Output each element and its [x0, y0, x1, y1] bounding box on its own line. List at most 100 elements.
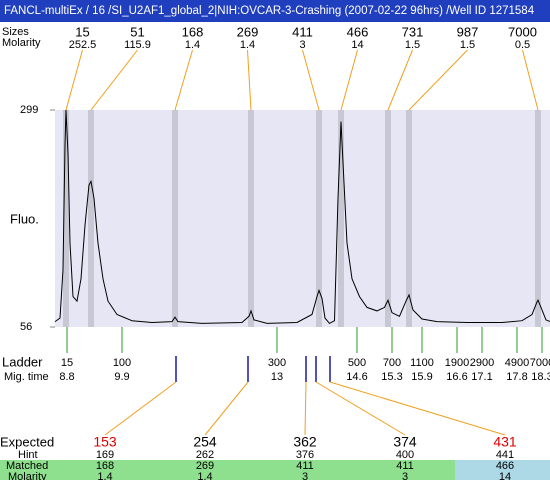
peak-size: 987	[457, 24, 479, 39]
peak-connector	[247, 49, 252, 111]
hint-value: 400	[396, 449, 414, 461]
plot-area	[55, 110, 550, 327]
expected-value: 153	[93, 434, 117, 450]
peak-band	[172, 110, 178, 327]
matched-value: 168	[96, 460, 114, 472]
hint-value: 441	[496, 449, 514, 461]
expected-value: 362	[293, 434, 317, 450]
peak-molarity: 252.5	[69, 39, 97, 51]
hint-value: 262	[196, 449, 214, 461]
expected-connector	[329, 381, 506, 436]
peak-connector	[340, 49, 358, 111]
row-label: Sizes	[2, 26, 29, 38]
ladder-size: 300	[268, 357, 286, 369]
y-tick-label: 56	[20, 321, 32, 333]
peak-size: 411	[292, 24, 313, 39]
molarity-value: 14	[499, 471, 511, 480]
peak-molarity: 0.5	[515, 39, 530, 51]
peak-band	[316, 110, 322, 327]
molarity-value: 3	[402, 471, 408, 480]
ladder-size: 1900	[445, 357, 469, 369]
expected-connector	[315, 381, 406, 436]
peak-size: 269	[237, 24, 259, 39]
ladder-time: 17.1	[471, 371, 492, 383]
row-label: Mig. time	[4, 371, 49, 383]
y-tick-label: 299	[20, 104, 38, 116]
peak-band	[63, 110, 69, 327]
peak-size: 51	[130, 24, 144, 39]
peak-band	[406, 110, 412, 327]
molarity-value: 1.4	[97, 471, 112, 480]
expected-connector	[104, 381, 177, 436]
peak-band	[88, 110, 94, 327]
peak-size: 15	[75, 24, 89, 39]
ladder-time: 8.8	[59, 371, 74, 383]
peak-band	[385, 110, 391, 327]
ladder-time: 13	[271, 371, 283, 383]
matched-cell	[55, 460, 155, 480]
ladder-size: 1100	[410, 357, 434, 369]
expected-connector	[304, 381, 307, 436]
peak-band	[338, 110, 344, 327]
hint-value: 376	[296, 449, 314, 461]
matched-cell	[255, 460, 355, 480]
ladder-size: 4900	[505, 357, 529, 369]
chart-title: FANCL-multiEx / 16 /SI_U2AF1_global_2|NI…	[4, 5, 535, 17]
matched-value: 411	[396, 460, 414, 472]
peak-molarity: 1.4	[185, 39, 200, 51]
ladder-size: 500	[348, 357, 366, 369]
peak-connector	[302, 49, 320, 111]
peak-connector	[174, 49, 193, 111]
matched-value: 466	[496, 460, 514, 472]
ladder-size: 2900	[470, 357, 494, 369]
peak-band	[535, 110, 541, 327]
trace	[54, 109, 550, 325]
peak-size: 731	[402, 24, 424, 39]
ladder-time: 14.6	[346, 371, 367, 383]
expected-value: 374	[393, 434, 417, 450]
ladder-size: 7000	[530, 357, 550, 369]
title-bar	[0, 0, 550, 22]
row-label: Expected	[0, 434, 54, 449]
hint-value: 169	[96, 449, 114, 461]
peak-connector	[522, 49, 539, 111]
ladder-time: 16.6	[446, 371, 467, 383]
peak-molarity: 3	[299, 39, 305, 51]
peak-connector	[408, 49, 468, 111]
expected-value: 254	[193, 434, 217, 450]
ladder-time: 18.3	[531, 371, 550, 383]
row-label: Hint	[18, 449, 38, 461]
peak-molarity: 115.9	[124, 39, 151, 51]
peak-molarity: 1.5	[405, 39, 420, 51]
matched-cell	[355, 460, 455, 480]
row-label: Ladder	[2, 354, 43, 369]
expected-connector	[204, 381, 249, 436]
matched-value: 411	[296, 460, 314, 472]
peak-connector	[90, 49, 138, 111]
peak-molarity: 1.5	[460, 39, 475, 51]
row-label: Molarity	[2, 37, 41, 49]
row-label: Matched	[6, 460, 48, 472]
peak-size: 466	[347, 24, 369, 39]
peak-molarity: 14	[351, 39, 363, 51]
peak-molarity: 1.4	[240, 39, 255, 51]
peak-connector	[65, 49, 83, 111]
ladder-size: 100	[113, 357, 131, 369]
expected-value: 431	[493, 434, 517, 450]
ladder-time: 9.9	[114, 371, 129, 383]
peak-band	[248, 110, 254, 327]
molarity-value: 3	[302, 471, 308, 480]
matched-value: 269	[196, 460, 214, 472]
peak-size: 168	[182, 24, 204, 39]
ladder-time: 15.9	[411, 371, 432, 383]
row-label-bg	[0, 460, 55, 480]
peak-size: 7000	[508, 24, 537, 39]
matched-cell	[455, 460, 550, 480]
peak-connector	[387, 49, 413, 111]
ladder-size: 700	[383, 357, 401, 369]
ladder-time: 17.8	[506, 371, 527, 383]
molarity-value: 1.4	[197, 471, 212, 480]
ladder-time: 15.3	[381, 371, 402, 383]
y-axis-label: Fluo.	[10, 211, 39, 226]
